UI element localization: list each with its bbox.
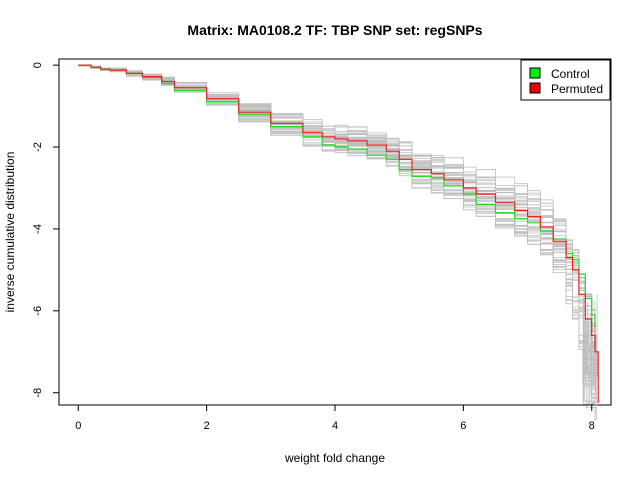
x-tick-label: 6 [460, 420, 466, 432]
background-series-line [78, 65, 596, 395]
background-series-line [78, 64, 596, 398]
background-series-line [78, 65, 596, 382]
background-series-line [78, 65, 596, 382]
background-series-line [78, 64, 596, 361]
x-tick-label: 2 [204, 420, 210, 432]
background-series-line [78, 65, 596, 405]
x-tick-label: 4 [332, 420, 338, 432]
chart-title: Matrix: MA0108.2 TF: TBP SNP set: regSNP… [187, 22, 482, 38]
plot-frame [58, 58, 612, 406]
x-tick-label: 8 [589, 420, 595, 432]
y-axis: 0 -2 -4 -6 -8 [32, 62, 60, 398]
x-axis-label: weight fold change [284, 451, 385, 465]
background-series-line [78, 64, 596, 347]
y-tick-label: 0 [32, 62, 44, 68]
y-tick-label: -8 [32, 388, 44, 398]
background-series-line [78, 65, 596, 404]
background-series-line [78, 65, 596, 360]
background-series-line [78, 64, 596, 414]
background-series-line [78, 64, 596, 385]
background-series-line [78, 64, 596, 376]
background-series-line [78, 65, 598, 398]
y-tick-label: -6 [32, 306, 44, 316]
background-series-line [78, 65, 596, 404]
legend-swatch-control [529, 67, 541, 79]
background-series-line [78, 65, 596, 374]
legend-label-control: Control [551, 67, 590, 81]
background-series-line [78, 64, 596, 418]
background-series-line [78, 64, 596, 359]
series-line-permuted [78, 64, 599, 403]
background-series-line [78, 64, 596, 382]
background-series-line [78, 64, 596, 385]
main-series-group [78, 64, 599, 403]
background-series-line [78, 65, 596, 349]
background-series-line [78, 64, 596, 405]
background-series-line [78, 65, 596, 403]
legend: Control Permuted [520, 59, 611, 101]
series-line-control [78, 64, 596, 328]
x-axis: 0 2 4 6 8 [75, 404, 595, 432]
background-series-line [78, 65, 596, 390]
background-series-line [78, 65, 596, 395]
legend-swatch-permuted [529, 82, 541, 94]
background-series-line [78, 65, 597, 421]
legend-label-permuted: Permuted [551, 82, 603, 96]
background-series-line [78, 65, 596, 375]
y-axis-label: inverse cumulative distribution [3, 152, 17, 313]
x-tick-label: 0 [75, 420, 81, 432]
y-tick-label: -2 [32, 142, 44, 152]
y-tick-label: -4 [32, 224, 44, 234]
background-series-line [78, 65, 596, 377]
background-series-group [78, 64, 598, 421]
